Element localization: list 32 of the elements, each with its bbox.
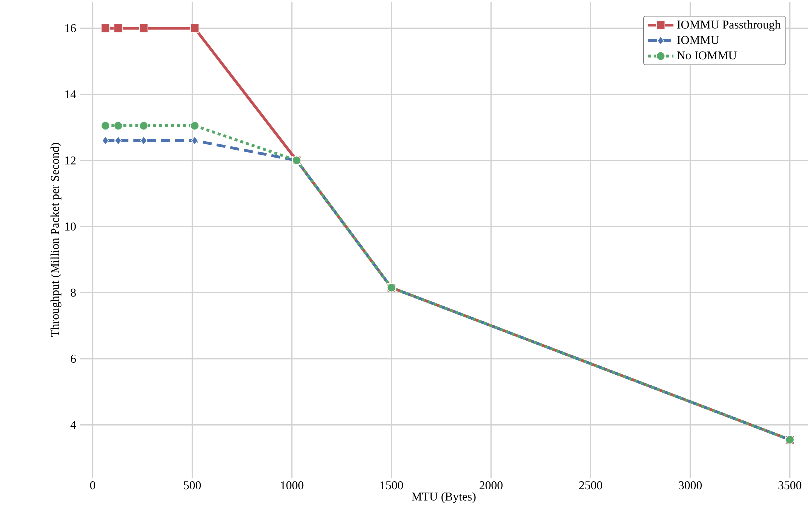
- point: [139, 24, 148, 33]
- x-tick-label: 0: [90, 482, 96, 490]
- y-tick-label: 4: [70, 421, 76, 430]
- point: [190, 121, 200, 130]
- x-tick-label: 3500: [778, 482, 802, 490]
- point: [140, 136, 148, 146]
- x-axis-title: MTU (Bytes): [412, 492, 476, 504]
- point: [115, 136, 122, 146]
- point: [191, 136, 198, 146]
- y-tick-label: 14: [66, 90, 76, 98]
- y-tick-label: 8: [70, 288, 76, 297]
- point: [114, 24, 123, 33]
- y-tick-label: 12: [66, 156, 76, 165]
- x-tick-label: 500: [184, 482, 202, 490]
- y-tick-label: 10: [66, 222, 76, 231]
- point: [190, 24, 200, 33]
- y-tick-label: 6: [71, 354, 76, 364]
- x-tick-label: 2500: [579, 482, 602, 490]
- point: [101, 24, 110, 33]
- x-tick-label: 1500: [380, 482, 404, 490]
- x-tick-label: 3000: [679, 482, 702, 490]
- y-axis-title: Throughput (Million Packet per Second): [50, 143, 62, 338]
- legend-label: IOMMU Passthrough: [677, 20, 781, 32]
- legend-label: No IOMMU: [677, 52, 737, 60]
- point: [102, 136, 110, 146]
- point: [114, 121, 123, 130]
- legend-label: IOMMU: [677, 36, 720, 44]
- y-tick-label: 16: [66, 24, 76, 32]
- x-tick-label: 1000: [281, 482, 304, 490]
- point: [101, 121, 110, 130]
- point: [139, 121, 148, 130]
- x-tick-label: 2000: [480, 482, 503, 490]
